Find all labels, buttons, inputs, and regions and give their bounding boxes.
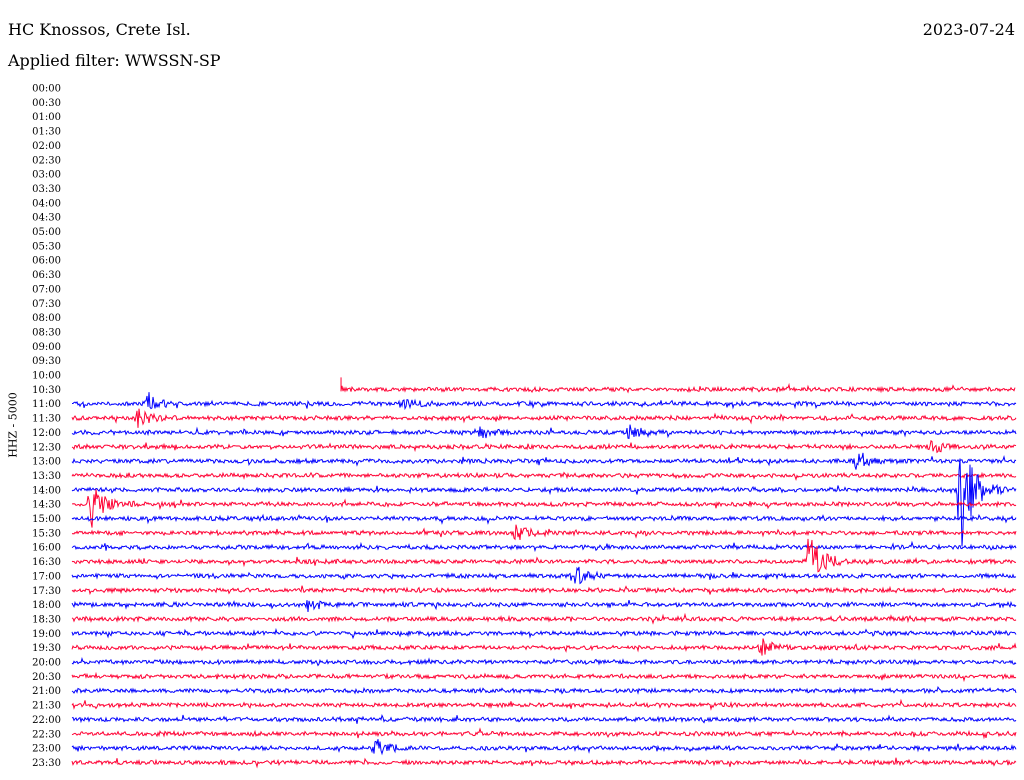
time-tick-label: 14:00 bbox=[32, 485, 61, 496]
seismic-trace-line bbox=[71, 408, 1017, 428]
seismic-trace-line bbox=[71, 612, 1017, 625]
time-tick-label: 05:30 bbox=[32, 241, 61, 252]
time-tick-label: 06:00 bbox=[32, 256, 61, 267]
seismic-trace-line bbox=[71, 513, 1017, 525]
time-tick-label: 00:00 bbox=[32, 84, 61, 95]
time-tick-label: 22:30 bbox=[32, 729, 61, 740]
time-tick-label: 19:30 bbox=[32, 643, 61, 654]
time-tick-label: 02:00 bbox=[32, 141, 61, 152]
time-tick-label: 22:00 bbox=[32, 715, 61, 726]
time-tick-label: 10:30 bbox=[32, 385, 61, 396]
filter-label: Applied filter: WWSSN-SP bbox=[8, 51, 221, 70]
seismic-trace-line bbox=[71, 471, 1017, 482]
time-tick-label: 23:00 bbox=[32, 744, 61, 755]
seismic-trace-line bbox=[71, 757, 1017, 769]
time-tick-label: 10:00 bbox=[32, 371, 61, 382]
time-tick-label: 04:30 bbox=[32, 213, 61, 224]
seismic-trace-line bbox=[72, 489, 1017, 528]
plot-date: 2023-07-24 bbox=[922, 20, 1015, 39]
seismic-trace-line bbox=[71, 524, 1017, 541]
seismic-trace-line bbox=[71, 671, 1017, 683]
station-title: HC Knossos, Crete Isl. bbox=[8, 20, 191, 39]
seismic-trace-line bbox=[71, 538, 1017, 573]
time-tick-label: 09:30 bbox=[32, 356, 61, 367]
seismic-trace-line bbox=[71, 585, 1017, 596]
time-tick-label: 09:00 bbox=[32, 342, 61, 353]
seismic-trace-line bbox=[71, 599, 1017, 613]
time-tick-label: 21:30 bbox=[32, 701, 61, 712]
seismic-trace-line bbox=[71, 657, 1017, 667]
time-tick-label: 23:30 bbox=[32, 758, 61, 769]
seismic-trace-line bbox=[72, 392, 1017, 411]
time-tick-label: 04:00 bbox=[32, 198, 61, 209]
time-tick-label: 05:00 bbox=[32, 227, 61, 238]
time-tick-label: 08:30 bbox=[32, 327, 61, 338]
seismic-trace-line bbox=[71, 739, 1017, 756]
seismic-trace-line bbox=[71, 424, 1017, 440]
time-tick-label: 08:00 bbox=[32, 313, 61, 324]
seismic-trace-line bbox=[71, 566, 1017, 585]
time-tick-label: 11:00 bbox=[32, 399, 61, 410]
seismic-trace-line bbox=[71, 685, 1017, 695]
time-tick-label: 01:00 bbox=[32, 112, 61, 123]
seismic-trace-line bbox=[71, 698, 1017, 711]
seismic-trace-line bbox=[71, 458, 1017, 547]
time-tick-label: 21:00 bbox=[32, 686, 61, 697]
seismic-trace-line bbox=[71, 638, 1017, 656]
time-tick-label: 20:00 bbox=[32, 658, 61, 669]
seismic-trace-line bbox=[71, 440, 1017, 454]
time-tick-label: 17:00 bbox=[32, 571, 61, 582]
seismic-trace-line bbox=[71, 540, 1017, 553]
seismic-trace-line bbox=[340, 377, 1016, 394]
seismic-trace-line bbox=[71, 452, 1017, 470]
time-tick-label: 07:30 bbox=[32, 299, 61, 310]
time-tick-label: 03:00 bbox=[32, 170, 61, 181]
time-tick-label: 12:30 bbox=[32, 442, 61, 453]
time-tick-label: 13:30 bbox=[32, 471, 61, 482]
seismic-traces bbox=[71, 377, 1017, 769]
time-tick-label: 02:30 bbox=[32, 155, 61, 166]
time-tick-label: 12:00 bbox=[32, 428, 61, 439]
time-tick-label: 17:30 bbox=[32, 586, 61, 597]
time-tick-label: 14:30 bbox=[32, 500, 61, 511]
time-tick-label: 11:30 bbox=[32, 414, 61, 425]
time-tick-label: 00:30 bbox=[32, 98, 61, 109]
time-tick-label: 16:00 bbox=[32, 543, 61, 554]
time-tick-label: 06:30 bbox=[32, 270, 61, 281]
time-tick-label: 16:30 bbox=[32, 557, 61, 568]
time-tick-label: 18:30 bbox=[32, 614, 61, 625]
time-tick-labels: 00:00 00:30 01:00 01:30 02:00 02:30 03:00 03:30… bbox=[32, 84, 61, 769]
time-tick-label: 15:00 bbox=[32, 514, 61, 525]
time-tick-label: 13:00 bbox=[32, 457, 61, 468]
time-tick-label: 19:00 bbox=[32, 629, 61, 640]
seismic-trace-line bbox=[71, 714, 1017, 724]
time-tick-label: 07:00 bbox=[32, 284, 61, 295]
time-tick-label: 18:00 bbox=[32, 600, 61, 611]
seismic-trace-line bbox=[71, 727, 1017, 740]
time-tick-label: 03:30 bbox=[32, 184, 61, 195]
time-tick-label: 15:30 bbox=[32, 528, 61, 539]
time-tick-label: 20:30 bbox=[32, 672, 61, 683]
time-tick-label: 01:30 bbox=[32, 127, 61, 138]
seismic-trace-line bbox=[71, 627, 1017, 640]
